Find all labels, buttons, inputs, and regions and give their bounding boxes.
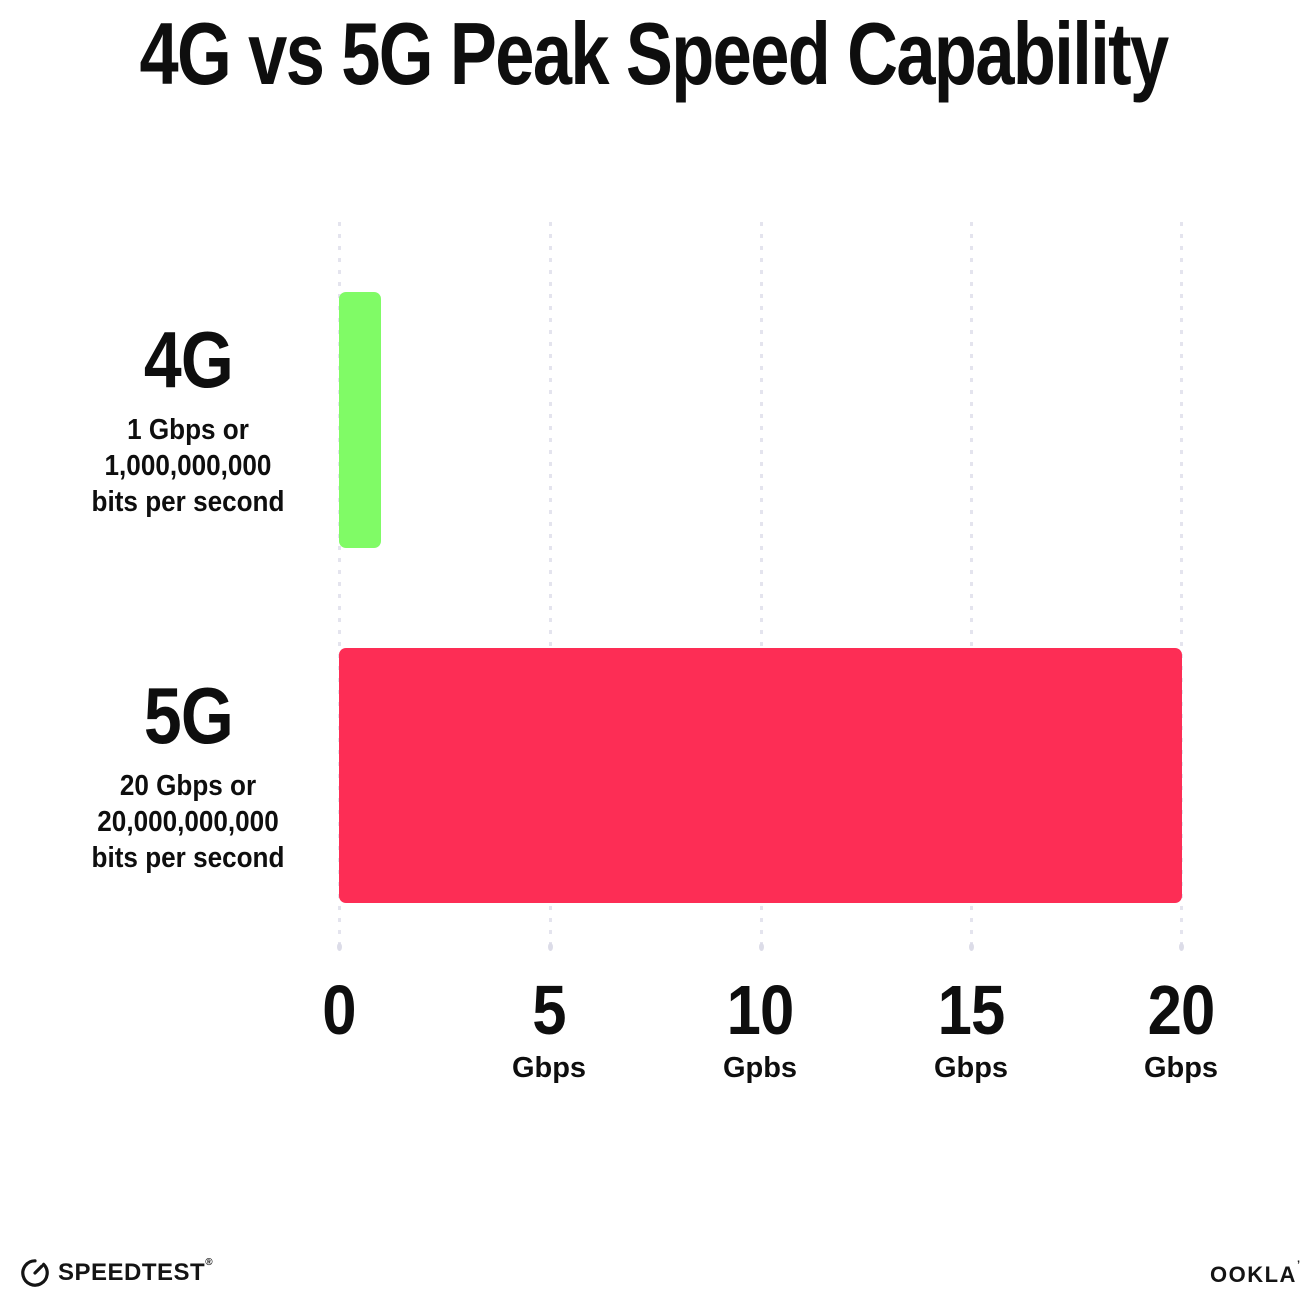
x-tick-20-unit: Gbps [1143, 1052, 1219, 1084]
row-label-4g-sub-line2: 1,000,000,000 [104, 450, 272, 482]
row-label-5g-sub-line1: 20 Gbps or [119, 770, 257, 802]
gridline-20 [1179, 222, 1184, 951]
ookla-wordmark: OOKLA [1209, 1262, 1297, 1287]
ookla-logo: OOKLA’ [1209, 1259, 1300, 1288]
gridline-0 [337, 222, 342, 951]
gridline-5 [547, 222, 553, 951]
chart-title: 4G vs 5G Peak Speed Capability [0, 4, 1308, 103]
bar-4g [339, 292, 382, 548]
bar-5g [339, 648, 1182, 903]
chart-title-text: 4G vs 5G Peak Speed Capability [139, 4, 1170, 103]
x-tick-10-value: 10 [726, 971, 795, 1049]
row-label-5g-name: 5G [143, 671, 233, 760]
row-label-5g: 5G 20 Gbps or 20,000,000,000 bits per se… [30, 676, 346, 876]
x-tick-5-unit: Gbps [511, 1052, 587, 1084]
x-tick-15: 15 Gbps [933, 975, 1009, 1085]
row-label-5g-sub-line3: bits per second [91, 842, 285, 874]
speedtest-logo: SPEEDTEST® [20, 1257, 214, 1288]
x-tick-20-value: 20 [1147, 971, 1216, 1049]
x-tick-20: 20 Gbps [1143, 975, 1219, 1085]
row-label-4g: 4G 1 Gbps or 1,000,000,000 bits per seco… [30, 320, 346, 520]
x-tick-0: 0 [320, 975, 358, 1053]
row-label-4g-sub-line3: bits per second [91, 486, 285, 518]
x-tick-5-value: 5 [532, 971, 566, 1049]
x-tick-0-value: 0 [322, 971, 356, 1049]
x-tick-15-unit: Gbps [933, 1052, 1009, 1084]
row-label-4g-sub: 1 Gbps or 1,000,000,000 bits per second [46, 412, 330, 520]
row-label-5g-sub: 20 Gbps or 20,000,000,000 bits per secon… [46, 768, 330, 876]
row-label-4g-name: 4G [143, 315, 233, 404]
x-tick-15-value: 15 [937, 971, 1006, 1049]
speedtest-wordmark: SPEEDTEST® [58, 1257, 214, 1286]
row-label-4g-sub-line1: 1 Gbps or [127, 414, 249, 446]
speedtest-trademark: ® [205, 1257, 214, 1268]
x-tick-10-unit: Gpbs [722, 1052, 798, 1084]
row-label-5g-sub-line2: 20,000,000,000 [97, 806, 279, 838]
ookla-trademark: ’ [1296, 1259, 1300, 1271]
x-tick-5: 5 Gbps [512, 975, 586, 1085]
x-tick-10: 10 Gpbs [722, 975, 798, 1085]
gridline-15 [969, 222, 975, 951]
speedtest-gauge-icon [20, 1258, 50, 1288]
gridline-10 [758, 222, 764, 951]
plot-area [337, 222, 1184, 955]
